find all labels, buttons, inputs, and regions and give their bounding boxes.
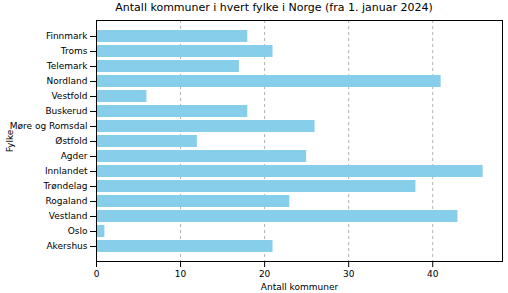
svg-text:Trøndelag: Trøndelag (42, 181, 87, 191)
svg-text:Nordland: Nordland (47, 76, 88, 86)
svg-text:Telemark: Telemark (46, 61, 89, 71)
svg-text:Finnmark: Finnmark (46, 31, 88, 41)
svg-text:Troms: Troms (60, 46, 88, 56)
svg-text:Innlandet: Innlandet (45, 166, 88, 176)
svg-text:0: 0 (94, 269, 100, 279)
html-text:Antall kommuner i hvert fylke: Antall kommuner i hvert fylke i Norge (f… (115, 1, 433, 14)
svg-text:Akershus: Akershus (46, 241, 87, 251)
svg-text:Fylke: Fylke (5, 129, 15, 152)
svg-text:Rogaland: Rogaland (45, 196, 87, 206)
svg-text:40: 40 (427, 269, 439, 279)
svg-text:Buskerud: Buskerud (45, 106, 87, 116)
svg-text:Møre og Romsdal: Møre og Romsdal (10, 121, 88, 131)
svg-text:30: 30 (343, 269, 355, 279)
svg-text:20: 20 (259, 269, 271, 279)
svg-text:Vestland: Vestland (49, 211, 88, 221)
svg-text:Oslo: Oslo (68, 226, 88, 236)
svg-text:Agder: Agder (61, 151, 88, 161)
svg-text:10: 10 (175, 269, 187, 279)
svg-text:Vestfold: Vestfold (51, 91, 87, 101)
svg-text:Antall kommuner: Antall kommuner (261, 282, 339, 292)
svg-text:Østfold: Østfold (55, 136, 87, 146)
